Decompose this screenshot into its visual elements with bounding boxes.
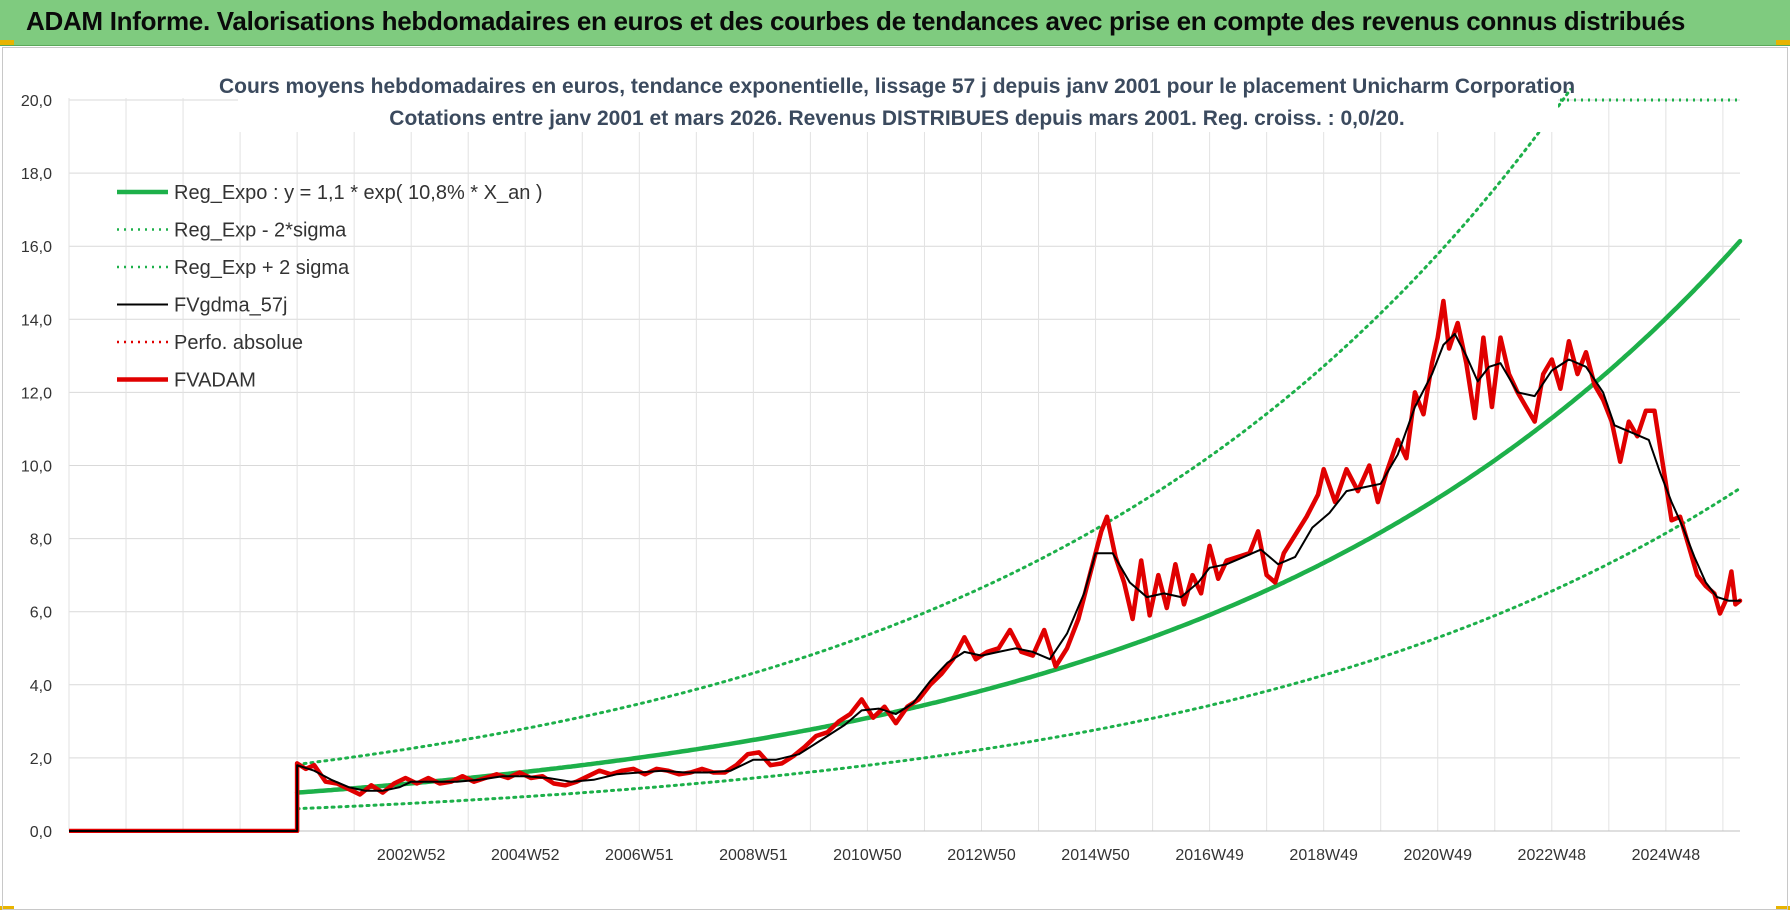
y-tick-label: 0,0	[30, 824, 52, 841]
legend-label: Reg_Exp + 2 sigma	[174, 257, 350, 279]
chart-subtitle: Cotations entre janv 2001 et mars 2026. …	[389, 107, 1404, 130]
x-tick-label: 2012W50	[947, 847, 1016, 864]
legend-label: FVgdma_57j	[174, 295, 287, 317]
y-tick-label: 16,0	[21, 239, 52, 256]
corner-marker-bottom-right	[1776, 906, 1790, 910]
x-tick-label: 2016W49	[1175, 847, 1244, 864]
series-line-2	[295, 88, 1574, 766]
y-tick-label: 2,0	[30, 751, 52, 768]
x-tick-label: 2014W50	[1061, 847, 1130, 864]
legend-label: FVADAM	[174, 370, 256, 392]
x-tick-label: 2018W49	[1289, 847, 1358, 864]
x-tick-label: 2008W51	[719, 847, 788, 864]
x-tick-label: 2004W52	[491, 847, 560, 864]
x-axis: 2002W52 2004W52 2006W51 2008W51 2010W50 2012W…	[377, 847, 1700, 864]
y-tick-label: 6,0	[30, 605, 52, 622]
gridlines	[68, 98, 1740, 832]
legend: Reg_Expo : y = 1,1 * exp( 10,8% * X_an )…	[117, 182, 543, 392]
x-tick-label: 2006W51	[605, 847, 674, 864]
title-background	[238, 70, 1558, 132]
x-tick-label: 2010W50	[833, 847, 902, 864]
x-tick-label: 2024W48	[1632, 847, 1701, 864]
y-tick-label: 20,0	[21, 93, 52, 110]
series-layer	[69, 88, 1743, 833]
series-line-5	[69, 298, 1743, 833]
y-tick-label: 14,0	[21, 312, 52, 329]
x-tick-label: 2022W48	[1518, 847, 1587, 864]
y-tick-label: 10,0	[21, 459, 52, 476]
corner-marker-right	[1776, 40, 1790, 45]
y-tick-label: 18,0	[21, 166, 52, 183]
x-tick-label: 2020W49	[1403, 847, 1472, 864]
corner-marker-left	[0, 40, 14, 45]
y-tick-label: 4,0	[30, 678, 52, 695]
y-tick-label: 12,0	[21, 385, 52, 402]
chart-title: Cours moyens hebdomadaires en euros, ten…	[219, 75, 1575, 98]
y-axis: 0,0 2,0 4,0 6,0 8,0 10,0 12,0 14,0 16,0 18,0 20,0	[21, 93, 52, 841]
legend-label: Reg_Exp - 2*sigma	[174, 220, 347, 242]
series-line-3	[69, 332, 1741, 832]
corner-marker-bottom-left	[0, 906, 14, 910]
series-line-0	[294, 238, 1743, 795]
report-banner: ADAM Informe. Valorisations hebdomadaire…	[0, 0, 1790, 46]
report-title: ADAM Informe. Valorisations hebdomadaire…	[26, 6, 1686, 36]
legend-label: Reg_Expo : y = 1,1 * exp( 10,8% * X_an )	[174, 182, 543, 204]
chart-titles: Cours moyens hebdomadaires en euros, ten…	[219, 70, 1575, 132]
series-line-1	[295, 486, 1742, 811]
y-tick-label: 8,0	[30, 532, 52, 549]
legend-label: Perfo. absolue	[174, 332, 303, 354]
chart-frame	[2, 47, 1788, 910]
x-tick-label: 2002W52	[377, 847, 446, 864]
